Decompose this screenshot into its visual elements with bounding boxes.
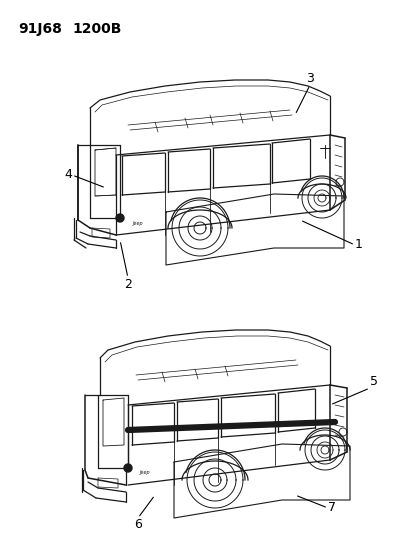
Text: 5: 5 — [369, 375, 377, 388]
Text: 3: 3 — [305, 72, 313, 85]
Polygon shape — [124, 464, 132, 472]
Polygon shape — [116, 214, 124, 222]
Text: 2: 2 — [124, 278, 132, 291]
Text: 1: 1 — [354, 238, 362, 252]
Text: 4: 4 — [64, 168, 72, 182]
Text: Jeep: Jeep — [133, 221, 143, 225]
Text: 1200B: 1200B — [72, 22, 121, 36]
Text: 6: 6 — [134, 518, 142, 531]
Text: 91J68: 91J68 — [18, 22, 62, 36]
Text: Jeep: Jeep — [140, 471, 150, 475]
Text: 7: 7 — [327, 502, 335, 514]
